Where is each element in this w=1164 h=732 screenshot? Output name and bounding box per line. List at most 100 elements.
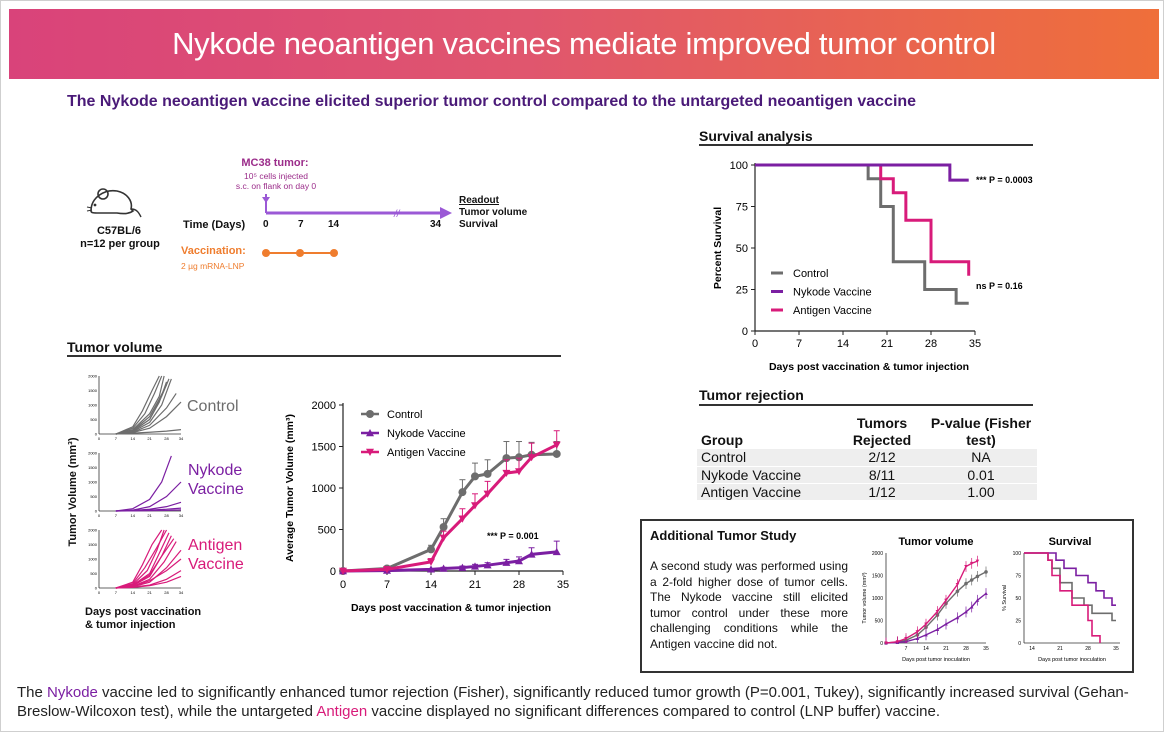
x-tick-label: 14 bbox=[837, 338, 849, 350]
additional-title: Additional Tumor Study bbox=[650, 528, 797, 543]
rejection-header-row: Group Tumors Rejected P-value (Fisher te… bbox=[697, 415, 1037, 449]
mini-y-tick-label: 0 bbox=[95, 586, 98, 591]
data-point bbox=[515, 557, 523, 565]
mouse-icon bbox=[86, 188, 142, 218]
y-tick-label: 0 bbox=[742, 326, 748, 338]
individual-curve bbox=[115, 538, 175, 589]
row-pvalue: 1.00 bbox=[925, 483, 1037, 501]
mini-x-tick-label: 34 bbox=[179, 590, 184, 595]
data-point bbox=[944, 598, 948, 603]
y-tick-label: 0 bbox=[1018, 641, 1021, 647]
svg-text://: // bbox=[393, 209, 401, 220]
additional-survival-line bbox=[1024, 552, 1116, 606]
additional-volume-title: Tumor volume bbox=[899, 536, 974, 548]
row-rejected: 2/12 bbox=[839, 449, 925, 467]
row-group: Nykode Vaccine bbox=[697, 466, 839, 484]
x-tick-label: 21 bbox=[469, 579, 481, 591]
mini-x-tick-label: 34 bbox=[179, 436, 184, 441]
conclusion-part-2: vaccine led to significantly enhanced tu… bbox=[17, 684, 1129, 720]
rejection-col-tumors-line-2: Rejected bbox=[852, 432, 912, 448]
data-point bbox=[964, 565, 968, 569]
mini-y-tick-label: 1000 bbox=[88, 557, 98, 562]
y-tick-label: 1000 bbox=[312, 483, 336, 495]
row-pvalue: NA bbox=[925, 449, 1037, 467]
individual-curve bbox=[115, 429, 182, 435]
tumor-detail-2: s.c. on flank on day 0 bbox=[235, 181, 317, 191]
tumor-label: MC38 tumor: bbox=[241, 157, 309, 169]
additional-text: A second study was performed using a 2-f… bbox=[650, 559, 848, 651]
data-point bbox=[552, 547, 561, 556]
day-7: 7 bbox=[298, 219, 304, 230]
individual-curve bbox=[115, 509, 182, 512]
row-rejected: 1/12 bbox=[839, 483, 925, 501]
individual-curve bbox=[115, 378, 170, 435]
mini-y-tick-label: 1500 bbox=[88, 388, 98, 393]
survival-line-nykode-vaccine bbox=[755, 163, 969, 182]
title-banner: Nykode neoantigen vaccines mediate impro… bbox=[9, 9, 1159, 79]
data-point bbox=[339, 567, 347, 575]
x-tick-label: 14 bbox=[1029, 646, 1035, 652]
schedule-diagram: C57BL/6 n=12 per group MC38 tumor: 10⁵ c… bbox=[61, 149, 541, 279]
individual-ylabel: Tumor Volume (mm³) bbox=[67, 437, 79, 547]
additional-survival-line bbox=[1024, 552, 1116, 622]
data-point bbox=[458, 488, 467, 497]
legend-marker bbox=[366, 429, 374, 437]
y-tick-label: 100 bbox=[730, 160, 748, 172]
panel-label-control-line: Control bbox=[187, 398, 239, 415]
data-point bbox=[955, 589, 960, 594]
data-point bbox=[471, 472, 479, 481]
individual-curve bbox=[115, 558, 182, 589]
x-axis-label: Days post tumor inoculation bbox=[902, 657, 970, 663]
mini-x-tick-label: 34 bbox=[179, 513, 184, 518]
data-point bbox=[969, 561, 974, 566]
conclusion-part-1: The bbox=[17, 684, 48, 701]
y-tick-label: 100 bbox=[1013, 551, 1022, 557]
individual-curve bbox=[115, 529, 163, 589]
individual-curve bbox=[115, 393, 177, 435]
data-point bbox=[964, 581, 968, 586]
mini-y-tick-label: 1000 bbox=[88, 403, 98, 408]
rejection-col-pvalue-line-2: test) bbox=[966, 432, 996, 448]
additional-survival-line bbox=[1024, 552, 1101, 643]
legend-marker bbox=[366, 410, 374, 418]
x-tick-label: 35 bbox=[969, 338, 981, 350]
y-tick-label: 0 bbox=[880, 641, 883, 647]
individual-xlabel: Days post vaccination & tumor injection bbox=[85, 606, 201, 632]
table-row: Control 2/12 NA bbox=[697, 449, 1037, 467]
conclusion-nykode: Nykode bbox=[47, 684, 98, 701]
data-point bbox=[975, 574, 980, 579]
y-tick-label: 0 bbox=[330, 566, 336, 578]
day-14: 14 bbox=[328, 219, 340, 230]
readout-1: Tumor volume bbox=[459, 207, 528, 218]
mini-x-tick-label: 14 bbox=[131, 436, 136, 441]
data-point bbox=[904, 637, 908, 641]
data-point bbox=[502, 558, 511, 566]
mini-y-tick-label: 500 bbox=[90, 571, 97, 576]
x-tick-label: 21 bbox=[1057, 646, 1063, 652]
data-point bbox=[515, 468, 523, 476]
panel-label-control: Control bbox=[187, 397, 239, 416]
panel-label-nykode-line-1: Nykode bbox=[188, 462, 243, 479]
rejection-col-group: Group bbox=[697, 415, 839, 449]
mini-y-tick-label: 500 bbox=[90, 494, 97, 499]
additional-study-box: Additional Tumor Study A second study wa… bbox=[640, 519, 1134, 673]
data-point bbox=[984, 591, 988, 595]
data-point bbox=[969, 605, 974, 609]
x-axis-label: Days post vaccination & tumor injection bbox=[769, 361, 969, 373]
survival-heading: Survival analysis bbox=[699, 128, 813, 144]
data-point bbox=[427, 565, 435, 573]
x-tick-label: 7 bbox=[384, 579, 390, 591]
survival-line-antigen-vaccine bbox=[755, 163, 971, 276]
data-point bbox=[471, 562, 479, 570]
mini-x-tick-label: 0 bbox=[98, 513, 101, 518]
data-point bbox=[427, 545, 435, 554]
y-tick-label: 1000 bbox=[872, 596, 883, 602]
x-axis-label: Days post tumor inoculation bbox=[1038, 657, 1106, 663]
mini-x-tick-label: 21 bbox=[147, 436, 152, 441]
y-tick-label: 500 bbox=[318, 525, 336, 537]
data-point bbox=[458, 515, 467, 523]
x-tick-label: 21 bbox=[943, 646, 949, 652]
individual-curve bbox=[115, 378, 172, 435]
x-tick-label: 28 bbox=[963, 646, 969, 652]
timeline: // bbox=[262, 194, 452, 257]
